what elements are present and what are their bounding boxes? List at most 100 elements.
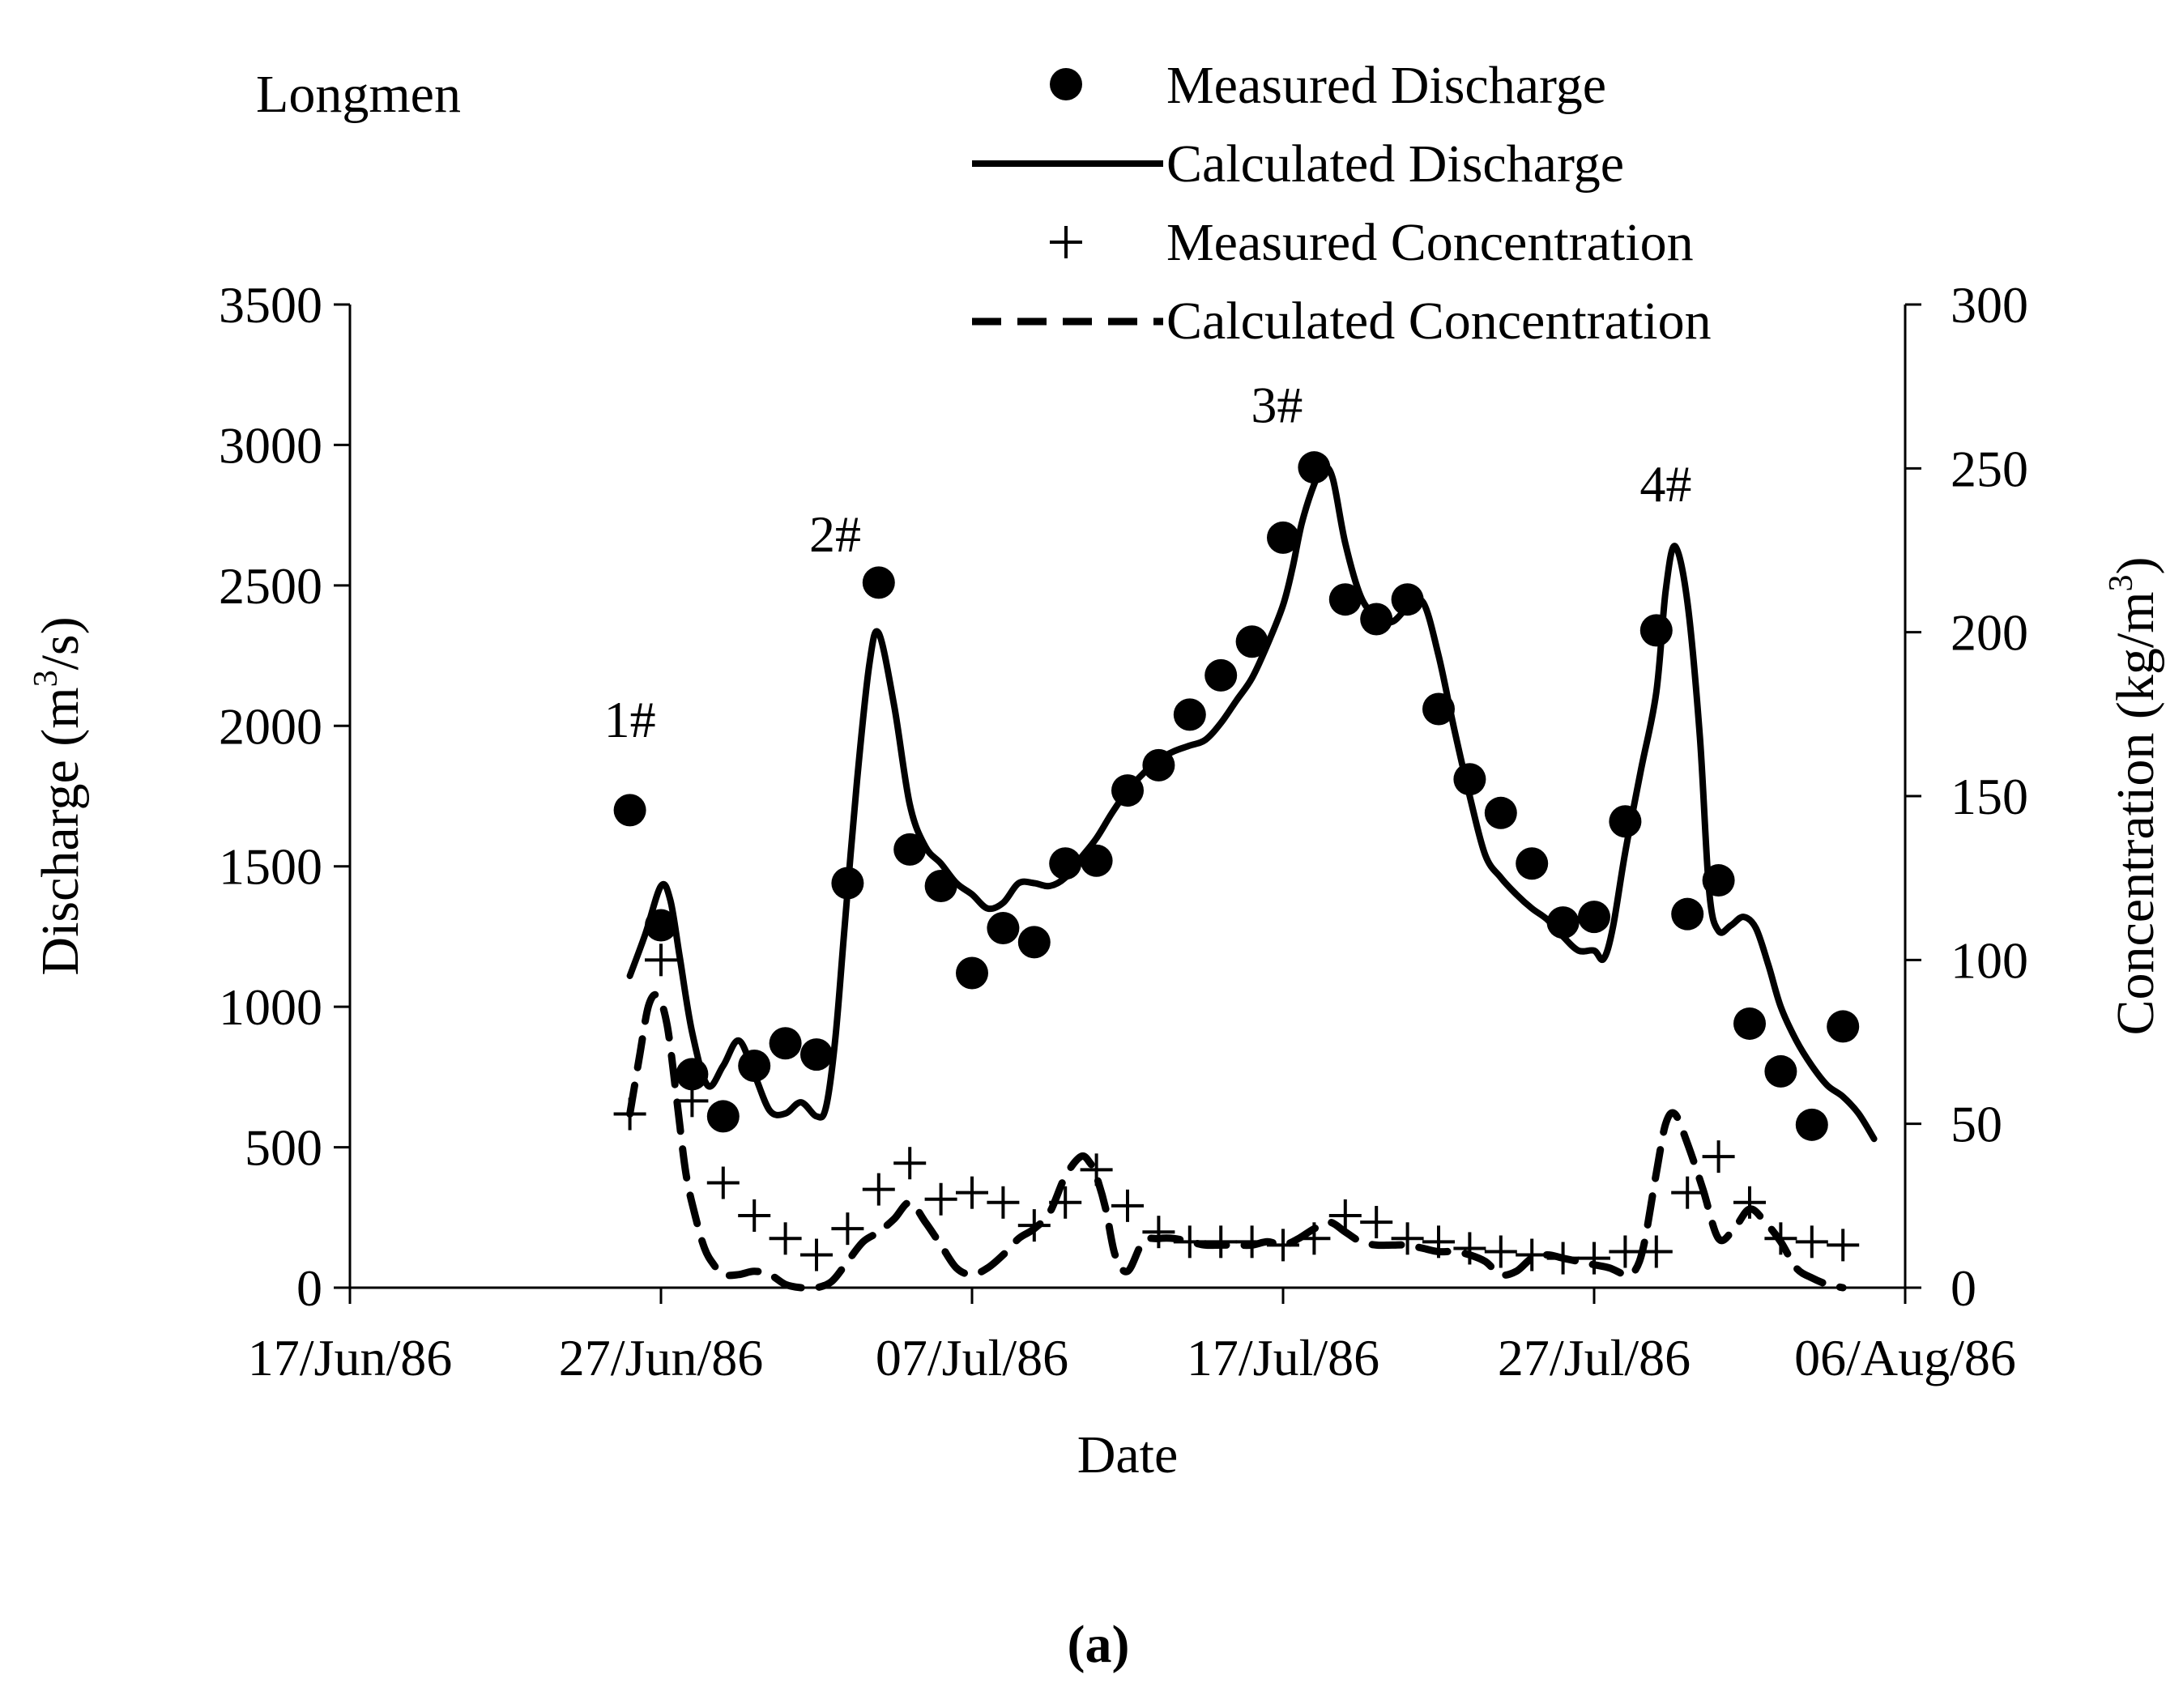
y-left-tick-label: 3000 xyxy=(219,416,322,474)
measured-concentration-point xyxy=(738,1199,771,1232)
measured-discharge-point xyxy=(738,1049,771,1082)
measured-concentration-point xyxy=(1298,1222,1331,1255)
measured-discharge-point xyxy=(1422,692,1455,726)
measured-concentration-point xyxy=(862,1173,895,1206)
measured-concentration-point xyxy=(1733,1186,1766,1219)
measured-discharge-point xyxy=(1391,583,1424,616)
measured-discharge-point xyxy=(1484,796,1517,829)
measured-concentration-point xyxy=(1049,1186,1082,1219)
legend-label-calculated-concentration: Calculated Concentration xyxy=(1166,292,1712,351)
measured-concentration-point xyxy=(769,1222,802,1255)
y-right-tick-label: 250 xyxy=(1951,440,2028,497)
measured-discharge-point xyxy=(1546,906,1580,939)
measured-concentration-point xyxy=(1173,1225,1206,1259)
y-right-tick-label: 100 xyxy=(1951,931,2028,989)
y-right-tick-label: 300 xyxy=(1951,276,2028,334)
y-right-title-main: Concentration (kg/m xyxy=(2106,591,2165,1035)
measured-discharge-point xyxy=(800,1038,833,1071)
measured-concentration-point xyxy=(924,1182,957,1216)
measured-concentration-point xyxy=(1609,1235,1642,1268)
measured-concentration-point xyxy=(1235,1225,1268,1259)
calculated-concentration-line xyxy=(626,990,1847,1293)
measured-discharge-point xyxy=(706,1100,740,1133)
x-tick-label: 07/Jul/86 xyxy=(876,1329,1068,1386)
measured-concentration-point xyxy=(893,1147,927,1180)
measured-discharge-point xyxy=(676,1058,709,1091)
x-tick-label: 06/Aug/86 xyxy=(1794,1329,2016,1386)
legend-marker-measured-concentration xyxy=(1050,226,1082,258)
measured-discharge-point xyxy=(1017,926,1051,959)
measured-concentration-point xyxy=(1639,1235,1673,1268)
series-calculated-concentration xyxy=(626,990,1847,1293)
measured-discharge-point xyxy=(1111,774,1144,807)
measured-discharge-point xyxy=(1360,603,1393,636)
measured-concentration-point xyxy=(800,1238,833,1271)
measured-concentration-point xyxy=(1328,1199,1362,1232)
measured-discharge-point xyxy=(893,833,927,866)
series-calculated-discharge xyxy=(626,463,1878,1143)
measured-concentration-point xyxy=(1080,1153,1113,1186)
measured-discharge-point xyxy=(1671,897,1704,931)
measured-concentration-point xyxy=(1827,1229,1860,1262)
legend-label-measured-discharge: Measured Discharge xyxy=(1166,56,1606,115)
measured-discharge-point xyxy=(1204,658,1238,692)
y-left-tick-label: 1000 xyxy=(219,978,322,1036)
measured-concentration-point xyxy=(1111,1189,1144,1222)
peak-label: 4# xyxy=(1639,455,1691,513)
y-right-tick-label: 50 xyxy=(1951,1096,2002,1153)
y-left-tick-label: 500 xyxy=(245,1119,322,1177)
series-measured-concentration xyxy=(613,943,1860,1275)
measured-concentration-point xyxy=(1484,1235,1517,1268)
measured-concentration-point xyxy=(956,1176,988,1209)
peak-label: 3# xyxy=(1251,377,1303,434)
measured-discharge-point xyxy=(924,869,957,902)
y-right-tick-label: 200 xyxy=(1951,604,2028,662)
peak-label: 1# xyxy=(604,691,656,748)
measured-discharge-point xyxy=(613,794,646,827)
peak-labels: 1# 2# 3# 4# xyxy=(604,377,1692,748)
calculated-discharge-line xyxy=(626,463,1878,1143)
measured-concentration-point xyxy=(1391,1222,1424,1255)
measured-discharge-point xyxy=(1235,625,1268,658)
legend-label-measured-concentration: Measured Concentration xyxy=(1166,213,1694,272)
y-right-title-tail: ) xyxy=(2106,556,2165,574)
measured-discharge-point xyxy=(1328,583,1362,616)
peak-label: 2# xyxy=(809,505,861,563)
measured-discharge-point xyxy=(1764,1054,1797,1088)
x-tick-label: 17/Jun/86 xyxy=(248,1329,452,1386)
y-right-tick-label: 150 xyxy=(1951,768,2028,825)
measured-concentration-point xyxy=(1764,1222,1797,1255)
measured-discharge-point xyxy=(956,956,988,990)
y-left-tick-label: 2000 xyxy=(219,697,322,755)
measured-concentration-point xyxy=(1267,1229,1299,1262)
measured-concentration-point xyxy=(706,1166,740,1199)
measured-discharge-point xyxy=(1516,847,1549,880)
station-label: Longmen xyxy=(256,65,461,124)
measured-concentration-point xyxy=(1360,1206,1393,1239)
measured-concentration-point xyxy=(645,943,677,977)
series-measured-discharge xyxy=(613,451,1860,1141)
measured-discharge-point xyxy=(1733,1007,1766,1040)
measured-discharge-point xyxy=(1080,844,1113,877)
legend: Measured Discharge Calculated Discharge … xyxy=(972,56,1712,351)
y-right-title-sup: 3 xyxy=(2103,574,2140,591)
x-axis-ticks: 17/Jun/86 27/Jun/86 07/Jul/86 17/Jul/86 27/J… xyxy=(248,1288,2016,1386)
measured-discharge-point xyxy=(1142,748,1175,782)
y-left-tick-label: 0 xyxy=(296,1259,322,1317)
measured-discharge-point xyxy=(1453,763,1486,796)
measured-concentration-point xyxy=(1422,1225,1455,1259)
y-left-title-main: Discharge (m xyxy=(31,687,90,975)
measured-concentration-point xyxy=(1795,1225,1828,1259)
measured-discharge-point xyxy=(1827,1010,1860,1043)
y-left-tick-label: 2500 xyxy=(219,557,322,615)
measured-discharge-point xyxy=(1609,805,1642,838)
measured-discharge-point xyxy=(1795,1108,1828,1141)
measured-discharge-point xyxy=(1267,521,1299,554)
measured-discharge-point xyxy=(769,1027,802,1060)
y-left-tick-label: 3500 xyxy=(219,276,322,334)
measured-discharge-point xyxy=(1298,451,1331,484)
measured-concentration-point xyxy=(1453,1232,1486,1265)
measured-concentration-point xyxy=(1702,1140,1735,1173)
y-axis-title-left: Discharge (m3/s) xyxy=(28,616,90,975)
